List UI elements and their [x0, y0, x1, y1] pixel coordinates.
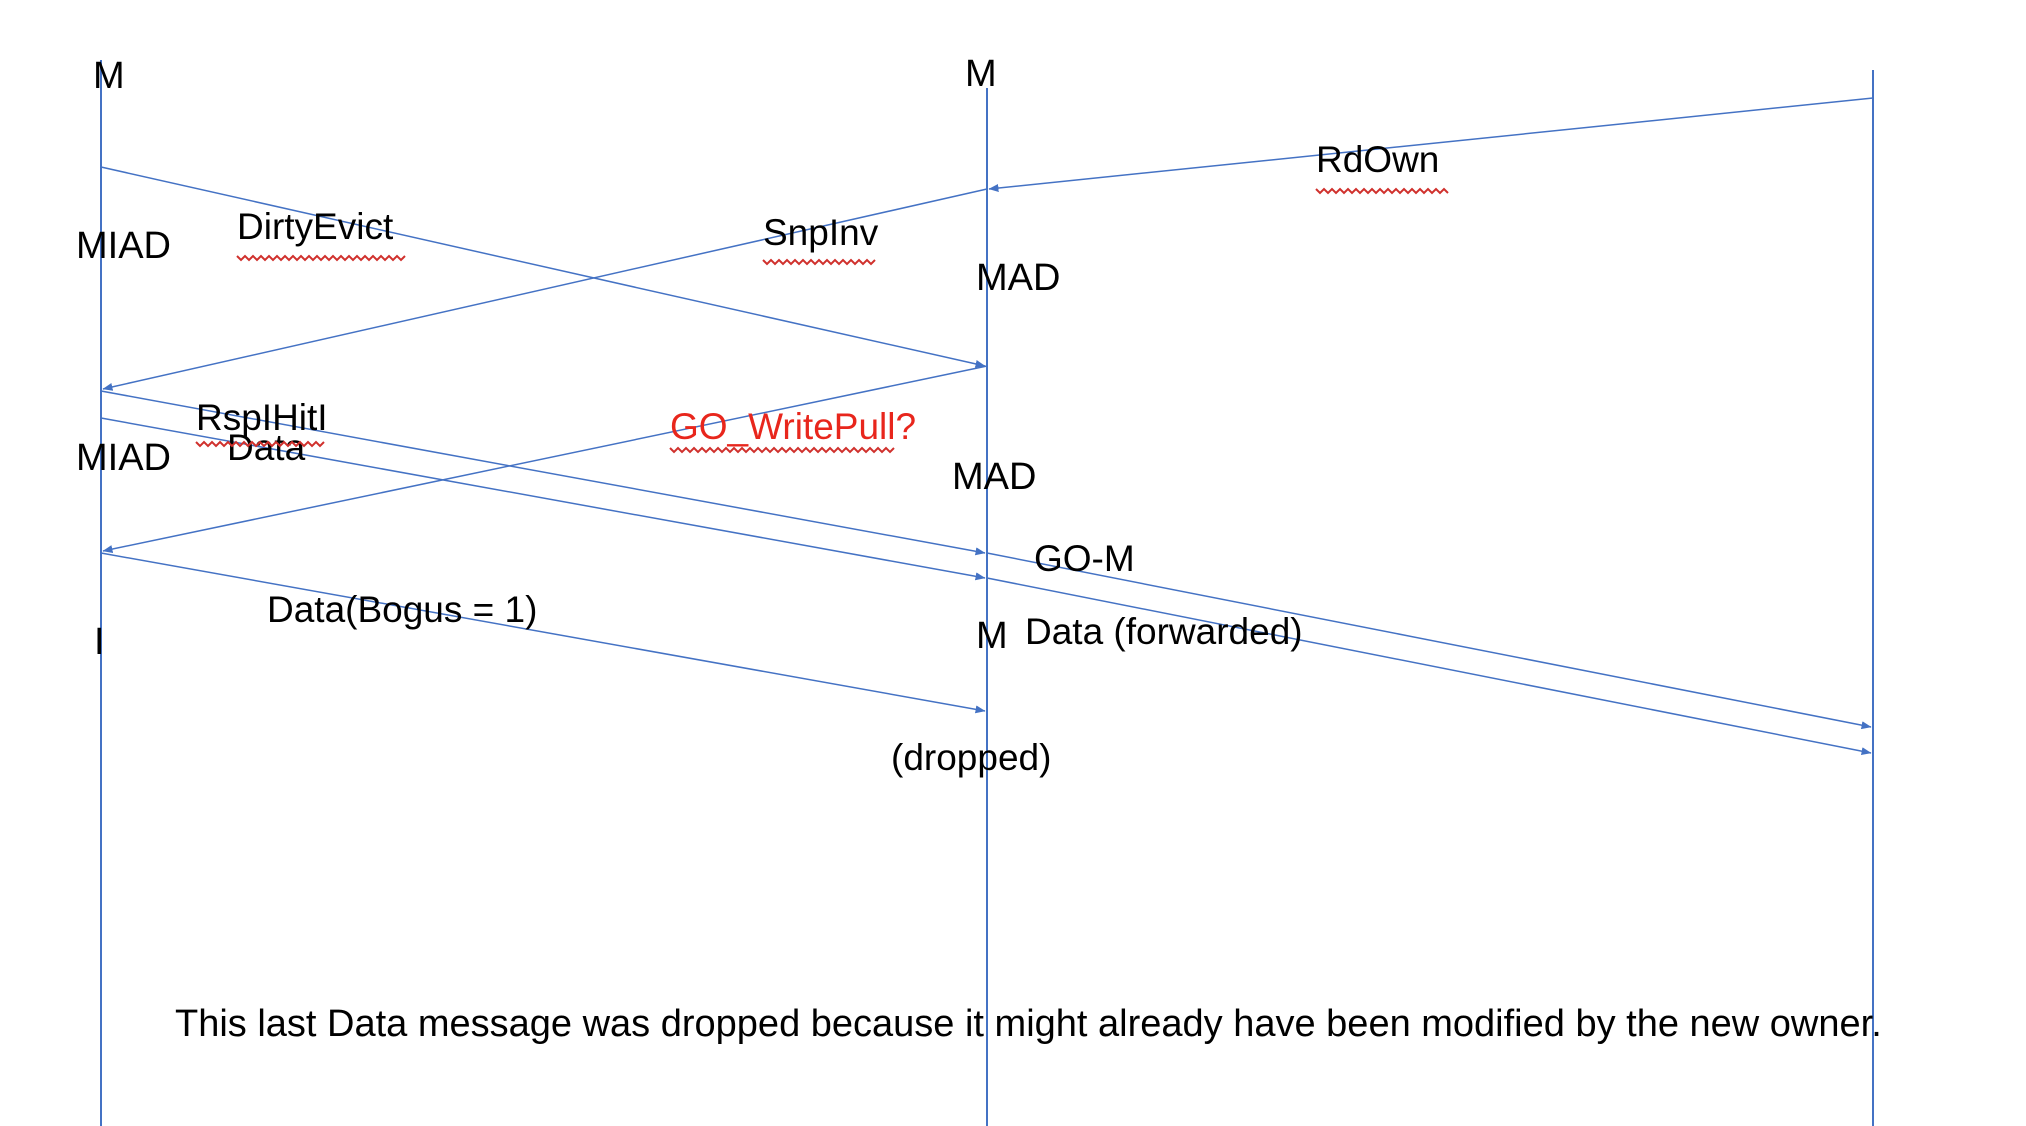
label-go-writepull: GO_WritePull? — [670, 406, 916, 447]
arrow-go-writepull — [102, 365, 988, 553]
spellcheck-underline-rdown — [1315, 187, 1449, 195]
state-mid-mad-1: MAD — [976, 257, 1060, 299]
label-go-m: GO-M — [1034, 538, 1135, 579]
label-rsplhiti: RspIHitI — [196, 397, 328, 438]
spellcheck-underline-go-writepull — [669, 446, 895, 454]
state-mid-m: M — [965, 53, 997, 95]
arrow-data-forwarded — [986, 577, 1872, 756]
spellcheck-underline-rsplhiti — [195, 440, 325, 448]
arrow-go-m — [986, 552, 1872, 730]
label-data: Data — [227, 427, 306, 468]
arrow-rdown — [988, 97, 1874, 193]
label-data-bogus: Data(Bogus = 1) — [267, 589, 537, 630]
arrow-dirtyevict — [100, 166, 986, 368]
state-left-miad-1: MIAD — [76, 225, 171, 267]
state-mid-m-final: M — [976, 615, 1008, 657]
label-snpinv: SnpInv — [763, 212, 879, 253]
arrow-snpinv — [102, 188, 988, 391]
state-mid-mad-2: MAD — [952, 456, 1036, 498]
label-dirtyevict: DirtyEvict — [237, 206, 394, 247]
arrow-data-bogus — [100, 552, 986, 714]
arrow-rsplhiti — [100, 390, 986, 556]
label-rdown: RdOwn — [1316, 139, 1439, 180]
spellcheck-underline-dirtyevict — [236, 254, 406, 262]
state-left-m: M — [93, 55, 125, 97]
state-left-i: I — [94, 621, 105, 663]
label-dropped: (dropped) — [891, 737, 1051, 778]
state-left-miad-2: MIAD — [76, 437, 171, 479]
label-data-forwarded: Data (forwarded) — [1025, 611, 1303, 652]
footnote: This last Data message was dropped becau… — [175, 1003, 1882, 1045]
spellcheck-underline-snpinv — [762, 258, 876, 266]
